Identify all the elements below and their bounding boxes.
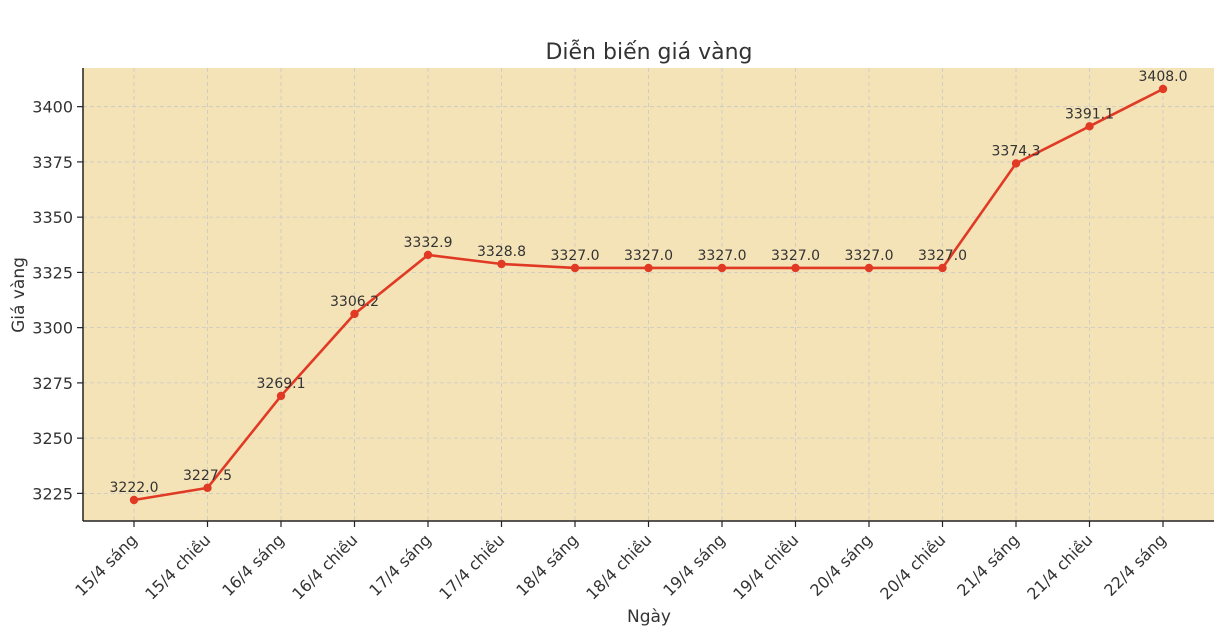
data-point (570, 263, 580, 273)
data-label: 3327.0 (624, 248, 673, 264)
x-tick-label: 16/4 sáng (218, 530, 288, 600)
data-point (791, 263, 800, 273)
chart-title: Diễn biến giá vàng (545, 39, 752, 65)
x-axis-label: Ngày (627, 607, 671, 627)
data-label: 3269.1 (257, 376, 306, 392)
y-tick-labels: 3225 3250 3275 3300 3325 3350 3375 3400 (32, 98, 83, 503)
grid-lines (83, 68, 1214, 521)
data-point (129, 495, 139, 505)
data-point (1011, 159, 1021, 168)
data-label: 3328.8 (477, 244, 526, 260)
data-point (1085, 122, 1094, 131)
data-label: 3327.0 (551, 248, 600, 264)
data-label: 3332.9 (404, 235, 453, 251)
x-tick-label: 20/4 chiều (876, 530, 949, 603)
x-tick-label: 20/4 sáng (806, 530, 876, 600)
x-tick-labels: 15/4 sáng 15/4 chiều 16/4 sáng 16/4 chiều 17… (71, 521, 1170, 604)
y-tick-label: 3400 (32, 98, 73, 117)
data-point (864, 263, 874, 273)
data-point (717, 263, 727, 273)
x-tick-label: 17/4 chiều (435, 530, 508, 603)
data-label: 3306.2 (330, 294, 379, 310)
y-tick-label: 3375 (32, 153, 73, 172)
y-tick-label: 3300 (32, 319, 73, 338)
x-tick-label: 22/4 sáng (1100, 530, 1170, 600)
x-tick-label: 15/4 chiều (141, 530, 214, 603)
data-label: 3327.0 (845, 248, 894, 264)
data-label: 3327.0 (918, 248, 967, 264)
data-label: 3391.1 (1065, 106, 1114, 122)
y-tick-label: 3350 (32, 208, 73, 227)
x-tick-label: 17/4 sáng (365, 530, 435, 600)
data-point (423, 250, 433, 260)
x-tick-label: 16/4 chiều (288, 530, 361, 603)
data-point (1158, 84, 1168, 94)
data-point (276, 391, 286, 401)
data-label: 3408.0 (1139, 69, 1188, 85)
x-tick-label: 21/4 chiều (1023, 530, 1096, 603)
data-point (938, 263, 947, 273)
y-axis-label: Giá vàng (9, 257, 29, 333)
data-points (129, 84, 1168, 505)
data-label: 3327.0 (698, 248, 747, 264)
data-label: 3222.0 (110, 480, 159, 496)
data-label: 3374.3 (992, 143, 1041, 159)
x-tick-label: 18/4 chiều (582, 530, 655, 603)
data-label: 3227.5 (183, 468, 232, 484)
data-point (350, 309, 359, 319)
y-tick-label: 3275 (32, 374, 73, 393)
y-tick-label: 3225 (32, 484, 73, 503)
data-point (203, 483, 212, 493)
x-tick-label: 21/4 sáng (953, 530, 1023, 600)
data-labels: 3222.0 3227.5 3269.1 3306.2 3332.9 3328.8 3327… (110, 69, 1188, 496)
x-tick-label: 15/4 sáng (71, 530, 141, 600)
data-point (497, 259, 506, 269)
data-point (644, 263, 653, 273)
x-tick-label: 19/4 chiều (729, 530, 802, 603)
y-tick-label: 3250 (32, 429, 73, 448)
x-tick-label: 18/4 sáng (512, 530, 582, 600)
y-tick-label: 3325 (32, 263, 73, 282)
x-tick-label: 19/4 sáng (659, 530, 729, 600)
data-label: 3327.0 (771, 248, 820, 264)
